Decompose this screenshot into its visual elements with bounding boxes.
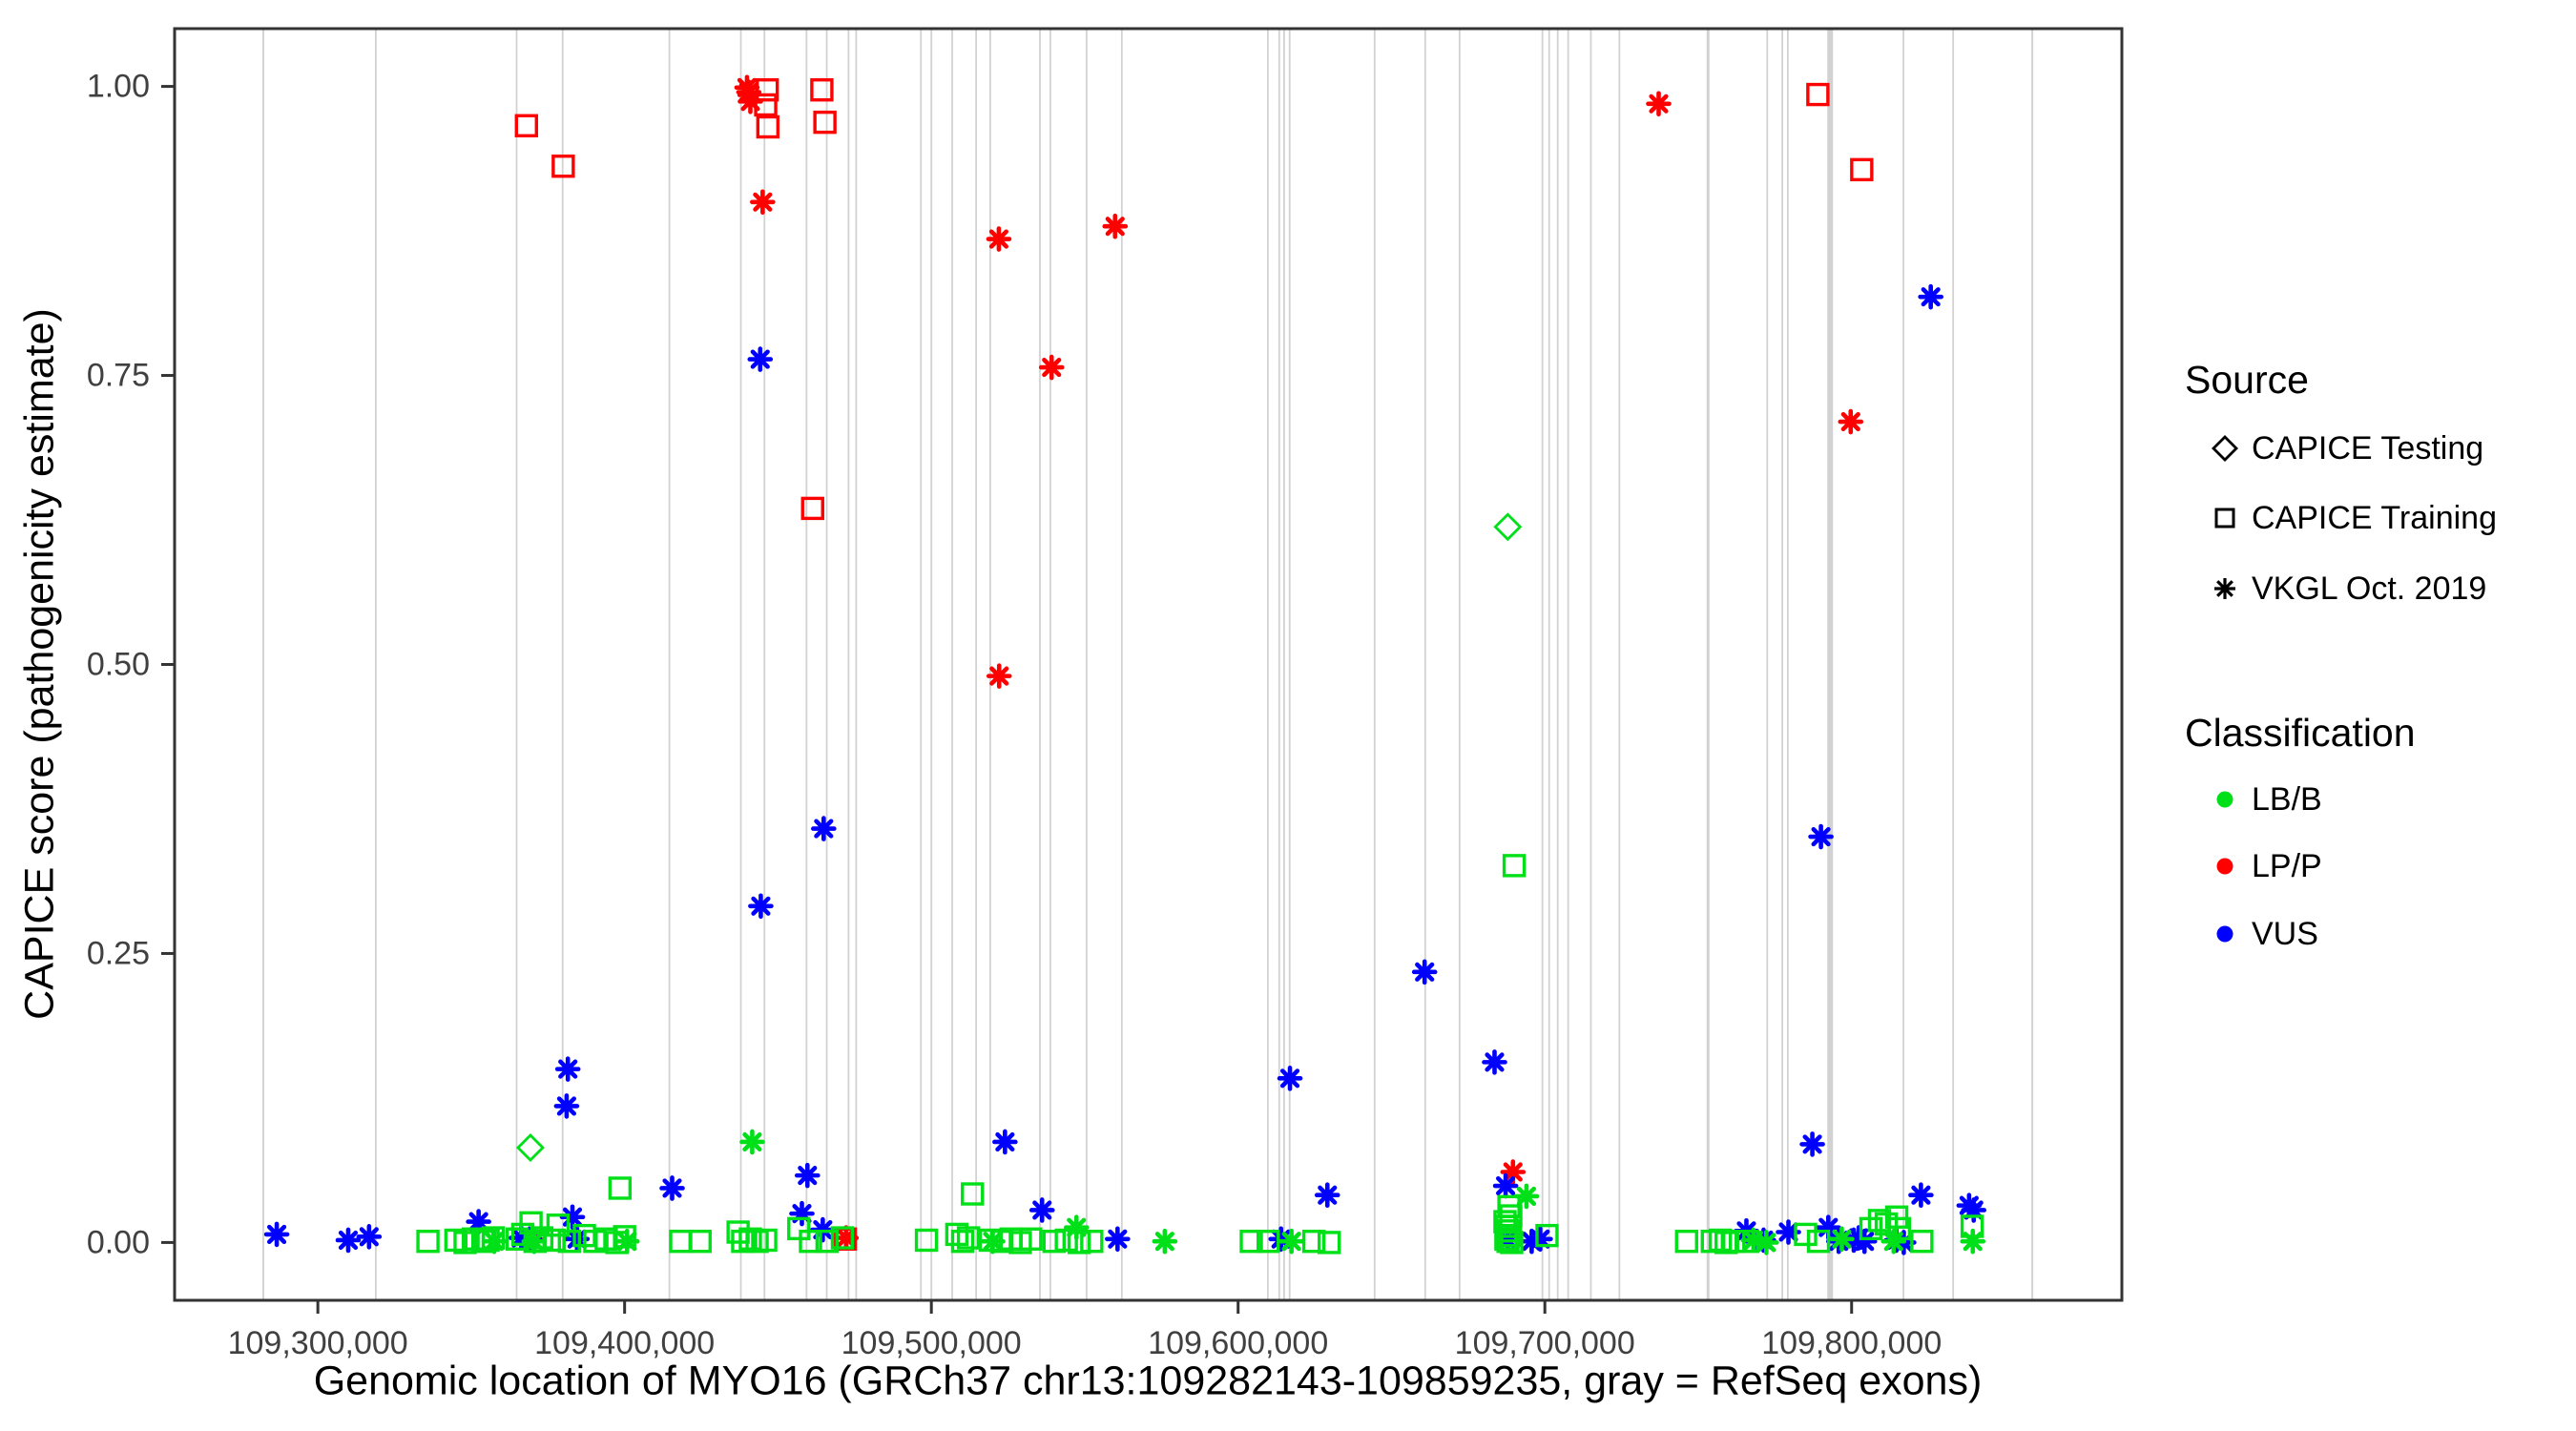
square-icon (2214, 508, 2235, 529)
svg-text:0.75: 0.75 (87, 358, 150, 394)
legend-item-label: LP/P (2252, 847, 2322, 884)
lpp-dot-icon (2216, 858, 2233, 875)
legend-item-label: LB/B (2252, 780, 2322, 818)
diamond-icon (2212, 435, 2238, 462)
vus-dot-icon (2216, 925, 2233, 943)
legend-item-lpp: LP/P (2206, 845, 2322, 887)
legend-item-label: VUS (2252, 915, 2318, 952)
legend-item-capice-testing: CAPICE Testing (2206, 427, 2483, 469)
svg-text:0.50: 0.50 (87, 647, 150, 683)
asterisk-icon (2214, 578, 2235, 599)
svg-text:1.00: 1.00 (87, 69, 150, 105)
legend-item-label: VKGL Oct. 2019 (2252, 570, 2487, 607)
legend-item-label: CAPICE Testing (2252, 429, 2484, 467)
x-axis-title: Genomic location of MYO16 (GRCh37 chr13:… (313, 1358, 1983, 1404)
svg-text:109,700,000: 109,700,000 (1455, 1325, 1635, 1361)
svg-text:109,500,000: 109,500,000 (841, 1325, 1022, 1361)
svg-text:109,800,000: 109,800,000 (1761, 1325, 1942, 1361)
legend-classification-title: Classification (2185, 711, 2416, 755)
legend-item-vkgl: VKGL Oct. 2019 (2206, 568, 2486, 610)
legend-item-lbb: LB/B (2206, 778, 2322, 820)
legend-source-title: Source (2185, 358, 2309, 402)
y-axis-title: CAPICE score (pathogenicity estimate) (16, 308, 63, 1020)
legend-item-capice-training: CAPICE Training (2206, 497, 2497, 539)
legend-item-label: CAPICE Training (2252, 499, 2497, 536)
svg-text:0.25: 0.25 (87, 935, 150, 971)
svg-text:109,400,000: 109,400,000 (534, 1325, 715, 1361)
svg-text:0.00: 0.00 (87, 1224, 150, 1260)
legend-item-vus: VUS (2206, 913, 2318, 955)
lbb-dot-icon (2216, 791, 2233, 808)
svg-text:109,300,000: 109,300,000 (228, 1325, 408, 1361)
svg-text:109,600,000: 109,600,000 (1148, 1325, 1328, 1361)
